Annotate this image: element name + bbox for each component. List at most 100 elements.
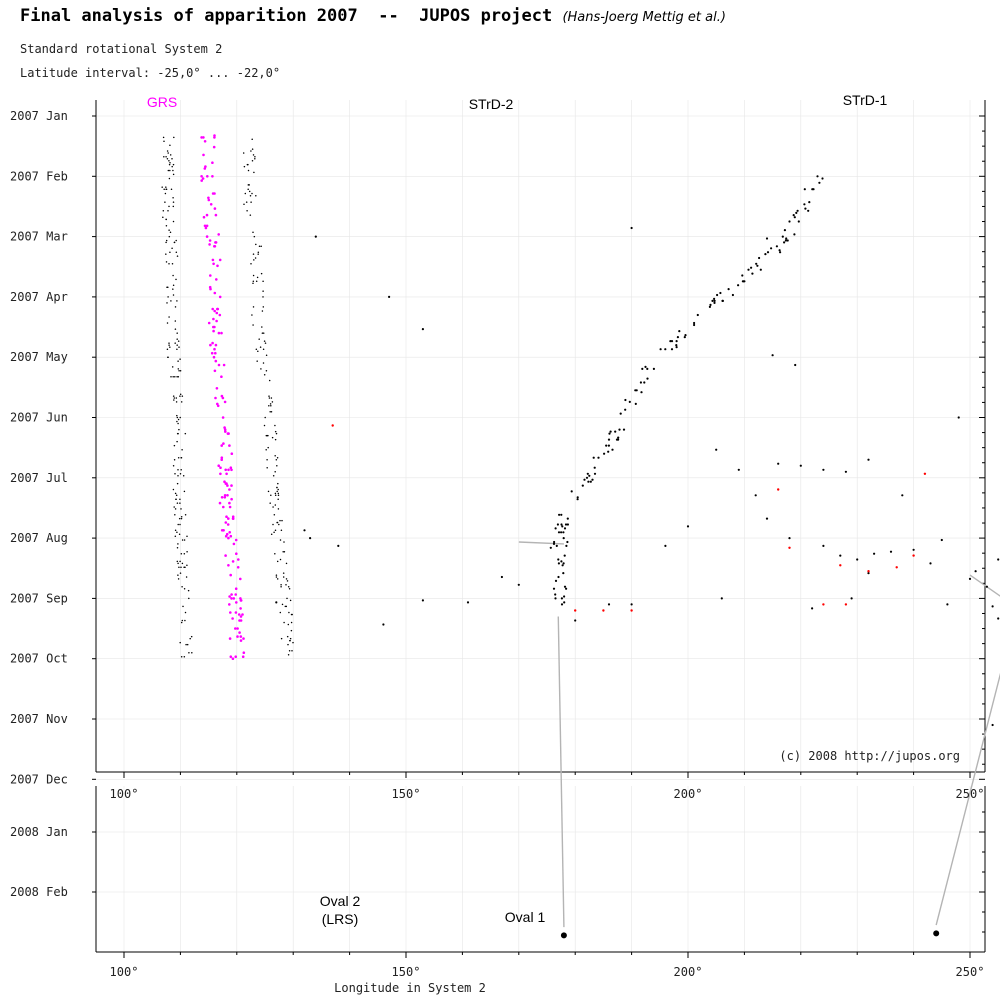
grs-edge-point [269, 502, 271, 504]
grs-edge-point [180, 469, 182, 471]
strd2-point [803, 188, 806, 191]
grs-edge-point [174, 492, 177, 495]
red-point [788, 546, 791, 549]
y-tick-label: 2007 Mar [10, 230, 68, 244]
oval1-label: Oval 1 [505, 909, 546, 925]
strd2-point [609, 430, 612, 433]
grs-edge-point [274, 454, 276, 457]
strd2-point [770, 247, 773, 250]
grs-point [213, 347, 216, 351]
grs-edge-point [173, 399, 175, 401]
grs-point [219, 472, 222, 476]
grs-edge-point [174, 320, 177, 322]
grs-edge-point [162, 136, 165, 139]
strd2-point [783, 229, 787, 232]
scatter-point [946, 603, 949, 606]
grs-point [222, 363, 226, 367]
red-point [331, 424, 334, 427]
strd2-point [713, 297, 716, 300]
grs-edge-point [289, 639, 291, 642]
grs-edge-point [167, 152, 169, 154]
oval2-label: (LRS) [322, 911, 359, 927]
grs-point [218, 501, 222, 505]
strd1-label: STrD-1 [843, 92, 888, 108]
grs-edge-point [163, 140, 165, 143]
grs-point [239, 607, 242, 610]
grs-edge-point [260, 245, 262, 248]
grs-point [224, 430, 227, 433]
strd2-point [821, 177, 824, 180]
strd2-point [624, 408, 627, 411]
grs-point [228, 531, 231, 534]
grs-edge-point [183, 587, 186, 590]
strd2-point [586, 472, 589, 475]
grs-point [214, 359, 218, 363]
grs-point [224, 554, 227, 557]
strd2-point [560, 597, 564, 600]
grs-edge-point [252, 154, 255, 156]
grs-edge-point [260, 272, 263, 275]
scatter-point [771, 354, 774, 357]
grs-point [238, 619, 241, 622]
grs-edge-point [274, 504, 277, 506]
grs-edge-point [173, 241, 176, 244]
grs-edge-point [243, 165, 246, 168]
grs-edge-point [268, 405, 270, 407]
scatter-point [754, 494, 757, 497]
chart-authors: (Hans-Joerg Mettig et al.) [562, 10, 726, 25]
grs-edge-point [184, 514, 187, 516]
grs-edge-point [176, 414, 178, 417]
strd2-point [607, 444, 611, 447]
grs-edge-point [161, 186, 163, 188]
strd2-point [684, 334, 687, 337]
grs-edge-point [265, 354, 268, 356]
grs-edge-point [177, 574, 179, 576]
x-tick-label: 100° [110, 787, 139, 801]
strd2-point [554, 597, 557, 600]
strd2-point [634, 402, 637, 405]
grs-edge-point [166, 322, 169, 324]
grs-edge-point [256, 276, 259, 279]
grs-edge-point [177, 562, 179, 565]
grs-edge-point [280, 584, 282, 586]
grs-point [223, 480, 226, 484]
grs-point [213, 291, 217, 295]
y-tick-label: 2007 Feb [10, 169, 68, 183]
red-point [574, 609, 577, 612]
grs-point [239, 577, 242, 581]
grs-edge-point [275, 574, 278, 576]
scatter-point [957, 416, 960, 419]
grs-point [229, 466, 233, 470]
grs-edge-point [175, 397, 178, 399]
strd2-point [796, 209, 799, 212]
grs-point [212, 145, 216, 149]
grs-edge-point [251, 314, 253, 316]
scatter-point [686, 525, 690, 528]
scatter-point [968, 577, 972, 581]
strd2-point [563, 554, 566, 557]
y-tick-label: 2007 Sep [10, 591, 68, 605]
grs-edge-point [276, 490, 278, 493]
grs-edge-point [176, 531, 178, 534]
grs-edge-point [268, 379, 271, 382]
grs-point [224, 521, 228, 524]
grs-edge-point [292, 641, 294, 644]
grs-edge-point [173, 444, 176, 447]
strd2-point [741, 274, 744, 277]
strd2-point [585, 476, 589, 479]
grs-point [217, 331, 221, 335]
strd2-point [561, 564, 564, 567]
grs-edge-point [169, 161, 171, 164]
grs-edge-point [169, 346, 171, 348]
grs-point [209, 287, 212, 291]
grs-edge-point [176, 547, 179, 549]
grs-point [228, 501, 231, 505]
grs-edge-point [179, 416, 181, 419]
scatter-point [811, 607, 814, 610]
grs-edge-point [179, 358, 181, 360]
grs-point [227, 468, 230, 472]
grs-edge-point [276, 464, 278, 467]
strd2-point [758, 256, 761, 260]
grs-point [204, 226, 208, 230]
grs-edge-point [277, 492, 280, 495]
